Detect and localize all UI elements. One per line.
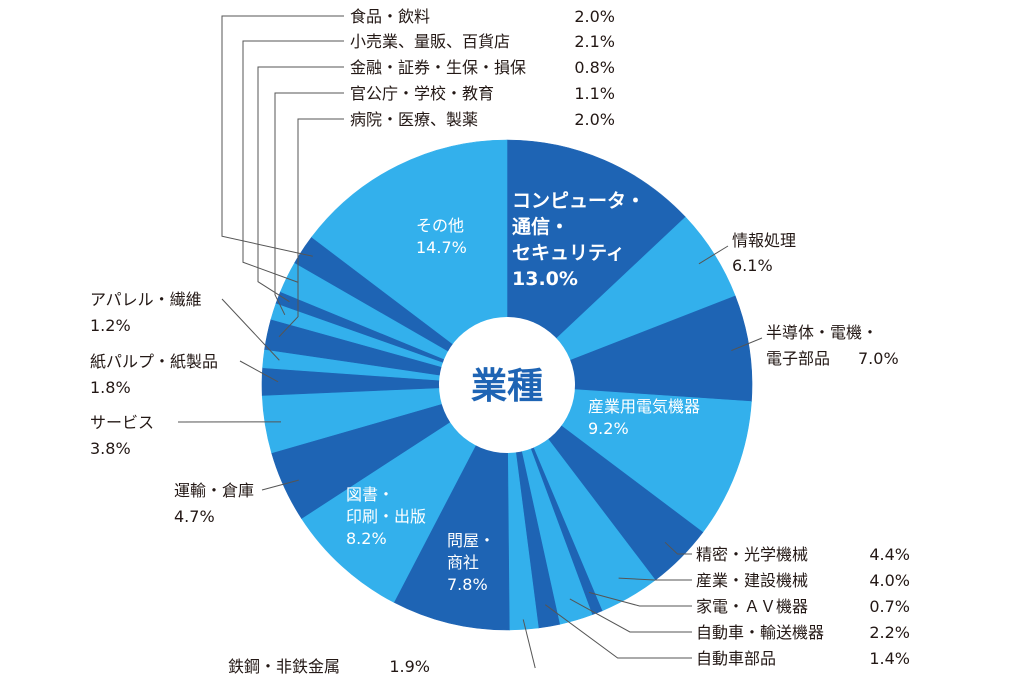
pie-slice-other bbox=[311, 139, 508, 386]
leader-logistics bbox=[261, 479, 299, 491]
slice-label-precision: 精密・光学機械 bbox=[696, 545, 808, 564]
slice-label-service: サービス bbox=[90, 413, 154, 432]
slice-label-construction: 産業・建設機械 bbox=[696, 571, 808, 590]
leader-construction bbox=[618, 577, 692, 581]
slice-label-semi-2: 電子部品 bbox=[766, 349, 830, 368]
leader-medical bbox=[278, 118, 344, 338]
slice-label-retail: 小売業、量販、百貨店 bbox=[350, 32, 510, 51]
slice-value-construction: 4.0% bbox=[869, 571, 910, 590]
slice-value-retail: 2.1% bbox=[574, 32, 615, 51]
center-label: 業種 bbox=[471, 366, 543, 407]
slice-value-finance: 0.8% bbox=[574, 58, 615, 77]
slice-label-medical: 病院・医療、製薬 bbox=[350, 110, 478, 129]
slice-value-av: 0.7% bbox=[869, 597, 910, 616]
slice-value-public: 1.1% bbox=[574, 84, 615, 103]
leader-public bbox=[274, 92, 344, 316]
slice-label-auto-parts: 自動車部品 bbox=[696, 649, 776, 668]
slice-label-printing: 図書・ bbox=[346, 485, 394, 504]
slice-label-av: 家電・ＡＶ機器 bbox=[696, 597, 808, 616]
leader-retail bbox=[242, 40, 344, 283]
leader-steel bbox=[522, 619, 536, 669]
slice-label-computer: コンピュータ・ bbox=[512, 190, 645, 212]
slice-value-wholesale: 7.8% bbox=[447, 575, 488, 594]
slice-value-paper: 1.8% bbox=[90, 378, 131, 397]
slice-label-logistics: 運輸・倉庫 bbox=[174, 481, 254, 500]
leader-transport-eq bbox=[569, 598, 692, 633]
slice-label-printing: 印刷・出版 bbox=[346, 507, 426, 526]
slice-value-semi: 7.0% bbox=[858, 349, 899, 368]
slice-labels: コンピュータ・通信・セキュリティ 13.0% 産業用電気機器 9.2% 問屋・商社 7.8… bbox=[90, 7, 910, 676]
slice-value-industrial-elec: 9.2% bbox=[588, 419, 629, 438]
slice-label-finance: 金融・証券・生保・損保 bbox=[350, 58, 526, 77]
slice-label-info: 情報処理 bbox=[732, 231, 796, 250]
leader-finance bbox=[257, 66, 344, 303]
slice-value-medical: 2.0% bbox=[574, 110, 615, 129]
slice-label-transport-eq: 自動車・輸送機器 bbox=[696, 623, 824, 642]
slice-value-service: 3.8% bbox=[90, 439, 131, 458]
slice-value-logistics: 4.7% bbox=[174, 507, 215, 526]
slice-value-precision: 4.4% bbox=[869, 545, 910, 564]
slice-label-computer: セキュリティ bbox=[512, 242, 625, 264]
slice-label-paper: 紙パルプ・紙製品 bbox=[90, 352, 218, 371]
slice-value-auto-parts: 1.4% bbox=[869, 649, 910, 668]
slice-label-industrial-elec: 産業用電気機器 bbox=[588, 397, 700, 416]
donut-hole bbox=[439, 317, 575, 453]
pie-slice-printing bbox=[301, 384, 508, 603]
leader-apparel bbox=[221, 298, 280, 361]
slice-label-apparel: アパレル・繊維 bbox=[90, 290, 202, 309]
slice-label-steel: 鉄鋼・非鉄金属 bbox=[228, 657, 340, 676]
slice-label-wholesale: 問屋・ bbox=[447, 531, 495, 550]
slice-value-apparel: 1.2% bbox=[90, 316, 131, 335]
slice-label-public: 官公庁・学校・教育 bbox=[350, 84, 494, 103]
leader-info bbox=[698, 245, 729, 265]
slice-label-food: 食品・飲料 bbox=[350, 7, 430, 26]
slice-label-semi: 半導体・電機・ bbox=[766, 323, 878, 342]
slice-value-other: 14.7% bbox=[416, 238, 467, 257]
slice-value-info: 6.1% bbox=[732, 256, 773, 275]
slice-label-other: その他 bbox=[416, 216, 464, 235]
slice-value-steel: 1.9% bbox=[389, 657, 430, 676]
pie-slice-computer bbox=[506, 139, 686, 386]
leader-av bbox=[588, 591, 692, 607]
slice-label-computer: 通信・ bbox=[512, 215, 569, 238]
slice-value-printing: 8.2% bbox=[346, 529, 387, 548]
leader-paper bbox=[239, 360, 279, 383]
leader-food bbox=[221, 15, 344, 257]
leader-semi bbox=[731, 337, 763, 352]
slice-label-wholesale: 商社 bbox=[447, 553, 479, 572]
slice-value-computer: 13.0% bbox=[512, 268, 578, 290]
leader-auto-parts bbox=[545, 604, 692, 659]
slice-value-transport-eq: 2.2% bbox=[869, 623, 910, 642]
pie-slice-industrial-elec bbox=[506, 384, 752, 533]
slice-value-food: 2.0% bbox=[574, 7, 615, 26]
leader-precision bbox=[664, 541, 692, 555]
